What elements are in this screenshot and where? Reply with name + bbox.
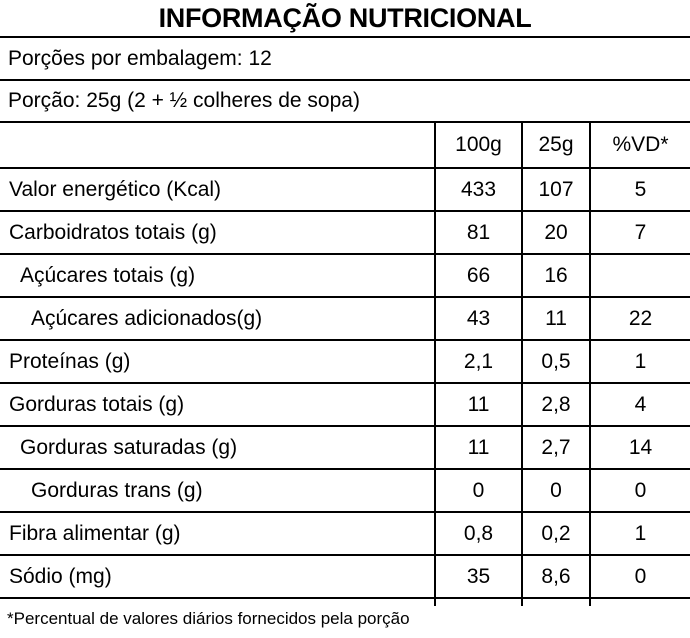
- table-row-gorduras-trans: Gorduras trans (g) 0 0 0: [0, 469, 690, 513]
- value-vd: 0: [589, 469, 690, 513]
- row-label: Gorduras trans (g): [0, 469, 435, 513]
- table-row-gorduras-saturadas: Gorduras saturadas (g) 11 2,7 14: [0, 426, 690, 470]
- grid-line-stub: [589, 598, 591, 606]
- table-row-acucares-adicionados: Açúcares adicionados(g) 43 11 22: [0, 297, 690, 341]
- portion-size-text: Porção: 25g (2 + ½ colheres de sopa): [8, 89, 360, 112]
- value-vd: 1: [589, 512, 690, 556]
- value-25g: 11: [521, 297, 590, 341]
- table-row-energia: Valor energético (Kcal) 433 107 5: [0, 168, 690, 212]
- value-100g: 0: [434, 469, 522, 513]
- value-25g: 0,2: [521, 512, 590, 556]
- value-25g: 107: [521, 168, 590, 212]
- value-25g: 2,8: [521, 383, 590, 427]
- value-vd: 5: [589, 168, 690, 212]
- col-header-vd: %VD*: [589, 123, 690, 169]
- value-100g: 35: [434, 555, 522, 599]
- table-row-gorduras-totais: Gorduras totais (g) 11 2,8 4: [0, 383, 690, 427]
- value-100g: 66: [434, 254, 522, 298]
- row-label: Açúcares adicionados(g): [0, 297, 435, 341]
- row-label: Proteínas (g): [0, 340, 435, 384]
- table-row-carboidratos: Carboidratos totais (g) 81 20 7: [0, 211, 690, 255]
- row-label: Fibra alimentar (g): [0, 512, 435, 556]
- value-vd: 14: [589, 426, 690, 470]
- servings-per-package-text: Porções por embalagem: 12: [8, 46, 272, 70]
- row-label: Gorduras totais (g): [0, 383, 435, 427]
- row-label: Sódio (mg): [0, 555, 435, 599]
- value-25g: 0,5: [521, 340, 590, 384]
- table-row-fibra: Fibra alimentar (g) 0,8 0,2 1: [0, 512, 690, 556]
- row-label: Gorduras saturadas (g): [0, 426, 435, 470]
- value-25g: 2,7: [521, 426, 590, 470]
- value-100g: 43: [434, 297, 522, 341]
- value-vd: 4: [589, 383, 690, 427]
- value-100g: 11: [434, 383, 522, 427]
- row-label: Valor energético (Kcal): [0, 168, 435, 212]
- nutrition-table: 100g 25g %VD* Valor energético (Kcal) 43…: [0, 123, 690, 599]
- value-vd: 22: [589, 297, 690, 341]
- value-25g: 20: [521, 211, 590, 255]
- value-25g: 16: [521, 254, 590, 298]
- value-100g: 0,8: [434, 512, 522, 556]
- value-100g: 81: [434, 211, 522, 255]
- value-25g: 0: [521, 469, 590, 513]
- servings-per-package-line: Porções por embalagem: 12: [0, 38, 690, 81]
- value-vd: 1: [589, 340, 690, 384]
- row-label: Açúcares totais (g): [0, 254, 435, 298]
- col-header-empty: [0, 123, 435, 169]
- value-25g: 8,6: [521, 555, 590, 599]
- value-100g: 433: [434, 168, 522, 212]
- value-100g: 2,1: [434, 340, 522, 384]
- table-header-row: 100g 25g %VD*: [0, 123, 690, 169]
- portion-size-line: Porção: 25g (2 + ½ colheres de sopa): [0, 81, 690, 123]
- col-header-25g: 25g: [521, 123, 590, 169]
- grid-line-stub: [521, 598, 523, 606]
- value-vd: 7: [589, 211, 690, 255]
- table-row-acucares-totais: Açúcares totais (g) 66 16: [0, 254, 690, 298]
- value-100g: 11: [434, 426, 522, 470]
- table-row-proteinas: Proteínas (g) 2,1 0,5 1: [0, 340, 690, 384]
- grid-line-stub: [434, 598, 436, 606]
- row-label: Carboidratos totais (g): [0, 211, 435, 255]
- col-header-100g: 100g: [434, 123, 522, 169]
- daily-value-footnote: *Percentual de valores diários fornecido…: [7, 609, 410, 628]
- page-title: INFORMAÇÃO NUTRICIONAL: [0, 0, 690, 38]
- table-row-sodio: Sódio (mg) 35 8,6 0: [0, 555, 690, 599]
- value-vd: [589, 254, 690, 298]
- value-vd: 0: [589, 555, 690, 599]
